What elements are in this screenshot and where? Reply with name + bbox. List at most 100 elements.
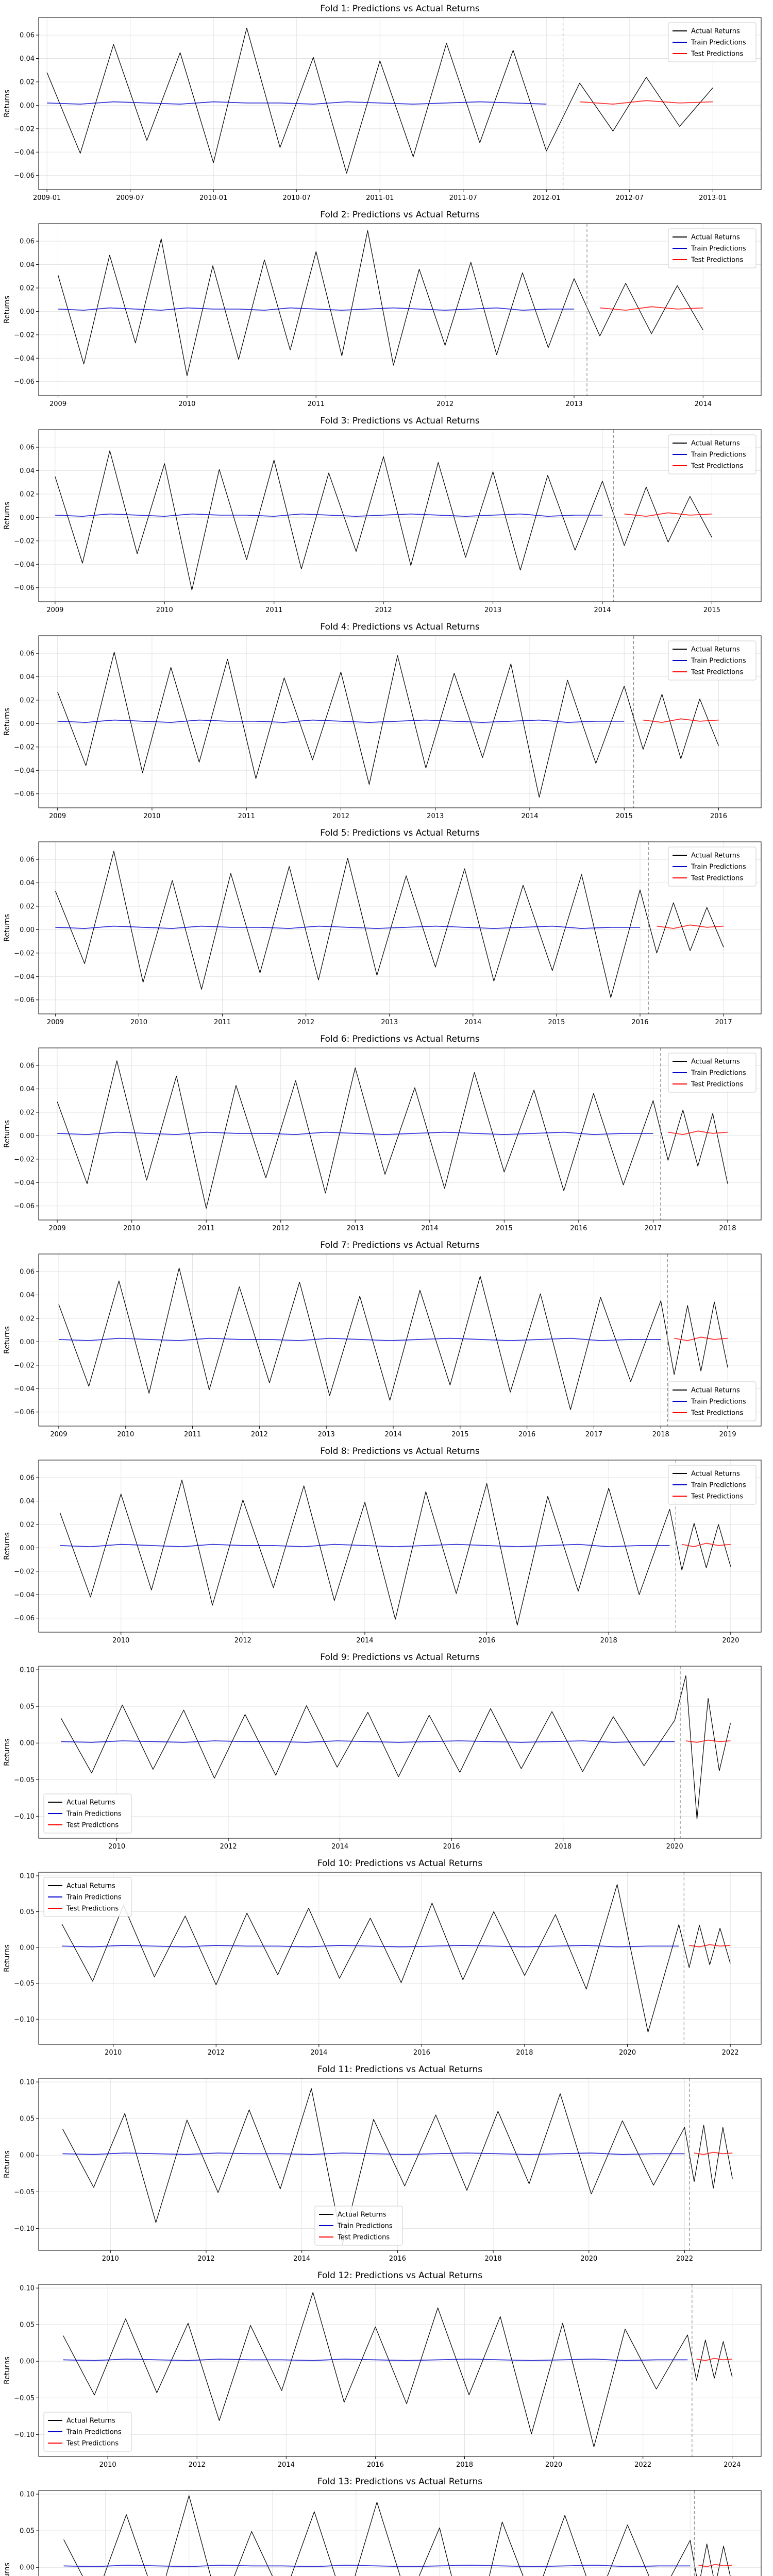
x-tick-label: 2016 [518,1431,535,1438]
x-tick-label: 2009 [47,1019,64,1026]
y-tick-label: 0.00 [20,308,35,316]
y-tick-label: −0.02 [14,537,35,545]
axes-frame [38,2284,762,2457]
y-tick-label: −0.04 [14,1591,35,1599]
y-tick-label: 0.05 [20,1908,35,1916]
subplot: Fold 3: Predictions vs Actual Returns Ret… [3,416,762,614]
plot-area [46,18,713,190]
legend-label: Actual Returns [691,852,740,860]
legend-label: Train Predictions [337,2223,393,2230]
chart-title: Fold 5: Predictions vs Actual Returns [320,828,480,838]
legend: Actual Returns Train Predictions Test Pred… [43,2412,132,2452]
series-line [57,652,719,798]
series-line [685,1739,731,1743]
legend-label: Actual Returns [66,1883,115,1890]
x-tick-label: 2012 [251,1431,268,1438]
y-tick-label: 0.04 [20,261,35,269]
y-axis-label: Returns [3,1326,11,1354]
legend: Actual Returns Train Predictions Test Pred… [668,1381,757,1421]
legend-label: Train Predictions [66,1810,122,1818]
chart-title: Fold 4: Predictions vs Actual Returns [320,622,480,632]
legend-label: Train Predictions [691,451,746,459]
legend-label: Train Predictions [691,39,746,47]
legend-box [43,2412,132,2452]
series-line [62,2153,685,2155]
chart-title: Fold 13: Predictions vs Actual Returns [317,2477,482,2487]
subplot: Fold 2: Predictions vs Actual Returns Ret… [3,210,762,408]
x-tick-label: 2009 [49,1225,66,1232]
x-tick-label: 2009 [46,606,63,614]
legend: Actual Returns Train Predictions Test Pred… [668,434,757,474]
legend-label: Test Predictions [691,257,743,264]
y-tick-label: 0.00 [20,1740,35,1748]
y-tick-label: 0.06 [20,650,35,658]
x-tick-label: 2011 [214,1019,231,1026]
y-tick-label: 0.06 [20,444,35,452]
axes-frame [38,1253,762,1427]
x-tick-label: 2010 [99,2461,116,2469]
x-tick-label: 2013-01 [699,194,727,202]
x-tick-label: 2014 [695,400,712,408]
legend-label: Train Predictions [691,1070,746,1077]
y-tick-label: 0.10 [20,2285,35,2293]
series-line [57,1060,728,1209]
subplot: Fold 1: Predictions vs Actual Returns Ret… [3,4,762,202]
x-tick-label: 2014 [331,1843,348,1851]
y-tick-label: −0.04 [14,355,35,363]
y-tick-label: −0.06 [14,1615,35,1622]
legend-box [668,1465,757,1505]
x-tick-label: 2017 [585,1431,602,1438]
x-tick-label: 2016 [367,2461,384,2469]
subplot: Fold 7: Predictions vs Actual Returns Ret… [3,1240,762,1438]
subplot: Fold 9: Predictions vs Actual Returns Ret… [3,1652,762,1851]
y-axis-label: Returns [3,2357,11,2384]
y-tick-label: 0.10 [20,2491,35,2499]
plot-area [55,842,724,1014]
x-tick-label: 2018 [600,1637,617,1645]
legend-label: Test Predictions [691,1081,743,1089]
series-line [624,512,712,517]
legend-label: Actual Returns [691,440,740,448]
x-tick-label: 2015 [616,812,633,820]
y-tick-label: 0.00 [20,514,35,522]
series-line [57,230,703,376]
x-tick-label: 2010 [130,1019,147,1026]
y-axis-label: Returns [3,502,11,530]
chart-title: Fold 6: Predictions vs Actual Returns [320,1034,480,1044]
subplot: Fold 6: Predictions vs Actual Returns Ret… [3,1034,762,1232]
y-tick-label: 0.02 [20,284,35,292]
x-tick-label: 2018 [516,2049,533,2057]
x-tick-label: 2024 [724,2461,741,2469]
y-axis-label: Returns [3,1120,11,1148]
series-line [62,2088,733,2245]
series-line [689,1944,731,1947]
y-tick-label: −0.04 [14,561,35,569]
legend: Actual Returns Train Predictions Test Pred… [43,1877,132,1917]
y-tick-label: −0.06 [14,584,35,592]
y-axis-label: Returns [3,1944,11,1972]
series-line [674,1336,728,1342]
series-line [58,1337,661,1342]
y-tick-label: 0.00 [20,2152,35,2160]
x-tick-label: 2013 [484,606,501,614]
axes-frame [38,1047,762,1221]
x-tick-label: 2020 [666,1843,683,1851]
x-tick-label: 2014 [310,2049,327,2057]
y-tick-label: 0.04 [20,1086,35,1093]
series-line [55,513,602,517]
legend-label: Train Predictions [691,245,746,253]
series-line [55,450,712,590]
legend-box [668,22,757,62]
series-line [55,851,724,998]
y-tick-label: 0.06 [20,32,35,40]
series-line [60,1544,670,1548]
series-line [63,2495,731,2576]
y-tick-label: −0.05 [14,1776,35,1784]
x-tick-label: 2016 [478,1637,495,1645]
series-line [698,2564,732,2567]
y-axis-label: Returns [3,90,11,117]
series-line [63,2359,688,2361]
x-tick-label: 2016 [413,2049,430,2057]
legend-label: Test Predictions [691,875,743,883]
